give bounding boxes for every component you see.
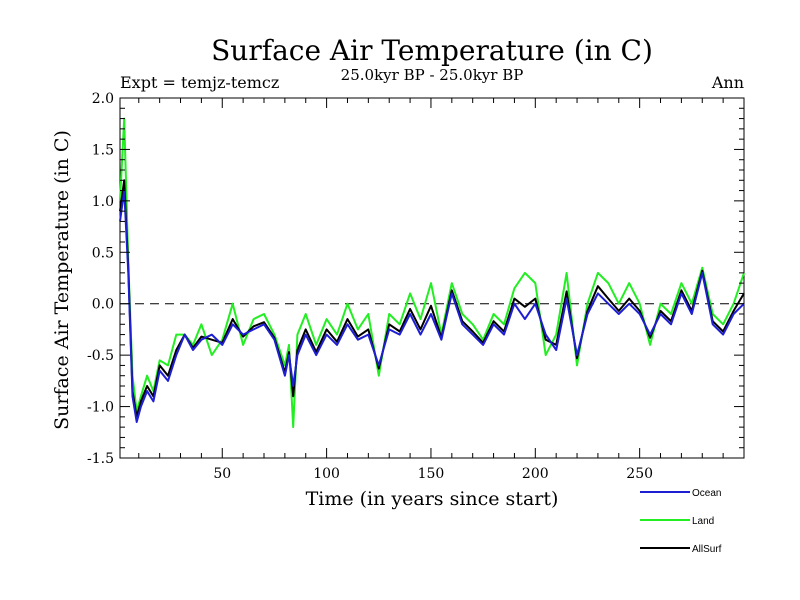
legend-label-ocean: Ocean bbox=[692, 488, 721, 499]
series-line-ocean bbox=[119, 189, 745, 423]
y-tick-label: -1.5 bbox=[87, 451, 114, 467]
y-axis: -1.5 -1.0 -0.5 0.0 0.5 1.0 1.5 2.0 bbox=[87, 91, 744, 467]
y-tick-label: 2.0 bbox=[92, 91, 114, 107]
series-line-allsurf bbox=[119, 179, 745, 418]
plot-area bbox=[119, 97, 745, 459]
series-line-land bbox=[119, 117, 745, 429]
y-tick-label: -0.5 bbox=[87, 348, 114, 364]
chart-subtitle: 25.0kyr BP - 25.0kyr BP bbox=[341, 66, 524, 84]
y-tick-label: 1.5 bbox=[92, 142, 114, 158]
legend: Ocean Land AllSurf bbox=[640, 488, 722, 555]
season-label: Ann bbox=[711, 73, 744, 92]
y-tick-label: -1.0 bbox=[87, 400, 114, 416]
experiment-label: Expt = temjz-temcz bbox=[120, 73, 279, 92]
x-tick-label: 100 bbox=[313, 466, 340, 482]
y-tick-label: 0.0 bbox=[92, 297, 114, 313]
x-tick-label: 200 bbox=[522, 466, 549, 482]
x-tick-label: 150 bbox=[418, 466, 445, 482]
x-axis-label: Time (in years since start) bbox=[306, 488, 559, 510]
y-tick-label: 1.0 bbox=[92, 194, 114, 210]
x-tick-label: 50 bbox=[213, 466, 231, 482]
y-axis-label: Surface Air Temperature (in C) bbox=[51, 130, 73, 430]
x-axis: 50 100 150 200 250 bbox=[138, 98, 724, 482]
y-tick-label: 0.5 bbox=[92, 245, 114, 261]
chart-title: Surface Air Temperature (in C) bbox=[211, 34, 653, 67]
x-tick-label: 250 bbox=[626, 466, 653, 482]
legend-label-land: Land bbox=[692, 516, 714, 527]
plot-frame bbox=[119, 97, 745, 459]
legend-label-allsurf: AllSurf bbox=[692, 544, 722, 555]
